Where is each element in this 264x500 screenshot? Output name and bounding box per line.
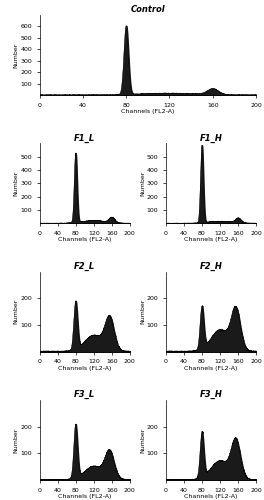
Y-axis label: Number: Number — [14, 42, 19, 68]
Title: F3_L: F3_L — [74, 390, 95, 399]
X-axis label: Channels (FL2-A): Channels (FL2-A) — [121, 109, 175, 114]
X-axis label: Channels (FL2-A): Channels (FL2-A) — [58, 494, 111, 499]
X-axis label: Channels (FL2-A): Channels (FL2-A) — [184, 238, 238, 242]
Y-axis label: Number: Number — [140, 427, 145, 452]
X-axis label: Channels (FL2-A): Channels (FL2-A) — [58, 238, 111, 242]
Title: Control: Control — [130, 5, 165, 14]
Title: F1_H: F1_H — [200, 134, 222, 142]
X-axis label: Channels (FL2-A): Channels (FL2-A) — [184, 494, 238, 499]
Title: F3_H: F3_H — [200, 390, 222, 399]
Title: F2_L: F2_L — [74, 262, 95, 271]
Y-axis label: Number: Number — [140, 299, 145, 324]
Title: F2_H: F2_H — [200, 262, 222, 271]
Y-axis label: Number: Number — [14, 299, 19, 324]
Y-axis label: Number: Number — [14, 170, 19, 196]
X-axis label: Channels (FL2-A): Channels (FL2-A) — [58, 366, 111, 371]
Title: F1_L: F1_L — [74, 134, 95, 142]
Y-axis label: Number: Number — [14, 427, 19, 452]
X-axis label: Channels (FL2-A): Channels (FL2-A) — [184, 366, 238, 371]
Y-axis label: Number: Number — [140, 170, 145, 196]
